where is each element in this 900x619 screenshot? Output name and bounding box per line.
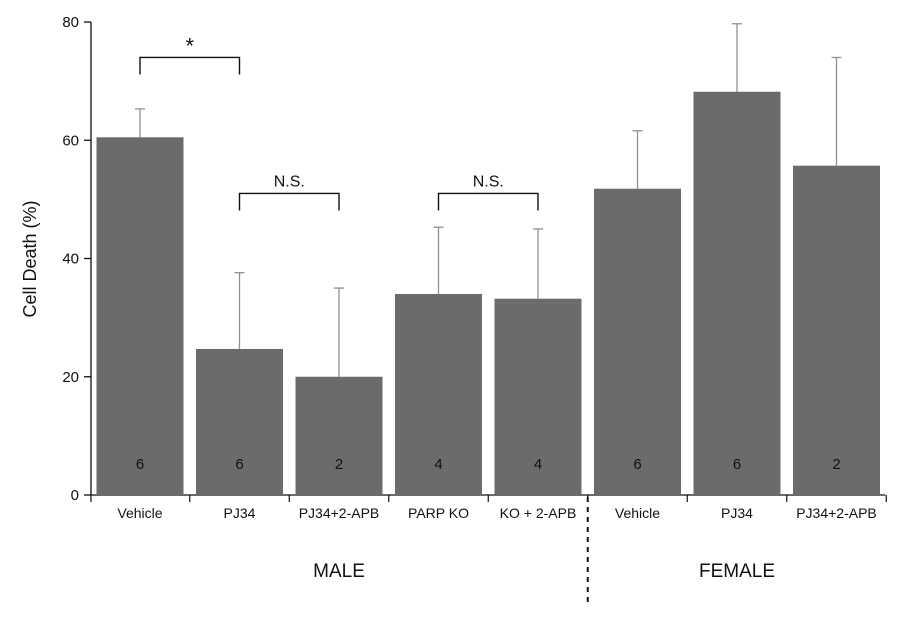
y-tick-label: 0 (71, 487, 79, 504)
category-label: PJ34 (721, 505, 753, 521)
bar (395, 293, 482, 495)
y-tick-label: 40 (62, 251, 79, 268)
significance-label: * (185, 33, 194, 58)
bar (594, 188, 681, 496)
group-label: FEMALE (699, 561, 775, 582)
n-label: 2 (832, 456, 840, 473)
n-label: 2 (335, 456, 343, 473)
group-labels: MALE FEMALE (313, 497, 775, 604)
error-bars (135, 23, 842, 377)
category-labels: Vehicle PJ34 PJ34+2-APB PARP KO KO + 2-APB Ve… (117, 505, 876, 521)
bar (96, 137, 184, 495)
significance-label: N.S. (274, 173, 305, 190)
significance-label: N.S. (473, 173, 504, 190)
comparison-bracket (437, 192, 539, 211)
n-label: 4 (534, 456, 542, 473)
x-axis (90, 494, 887, 502)
significance-brackets: * N.S. N.S. (139, 33, 539, 211)
bar (196, 348, 283, 495)
bar (494, 298, 582, 495)
category-label: Vehicle (615, 505, 660, 521)
group-label: MALE (313, 561, 365, 582)
n-label: 6 (733, 456, 741, 473)
n-label: 6 (136, 456, 144, 473)
category-label: Vehicle (117, 505, 162, 521)
y-tick-label: 60 (62, 132, 79, 149)
bar (295, 376, 383, 495)
n-label: 4 (434, 456, 442, 473)
bars (96, 91, 880, 496)
n-label: 6 (633, 456, 641, 473)
comparison-bracket (238, 192, 340, 211)
bar (693, 91, 781, 495)
n-label: 6 (235, 456, 243, 473)
category-label: KO + 2-APB (500, 505, 577, 521)
category-label: PJ34+2-APB (299, 505, 380, 521)
comparison-bracket (139, 56, 241, 75)
y-tick-label: 20 (62, 369, 79, 386)
y-axis-label: Cell Death (%) (20, 200, 40, 317)
bar (793, 165, 880, 495)
category-label: PJ34+2-APB (796, 505, 877, 521)
category-label: PJ34 (224, 505, 256, 521)
sample-size-labels: 6 6 2 4 4 6 6 2 (136, 456, 841, 473)
y-tick-label: 80 (62, 14, 79, 31)
category-label: PARP KO (408, 505, 469, 521)
y-axis: 0 20 40 60 80 (62, 14, 92, 504)
